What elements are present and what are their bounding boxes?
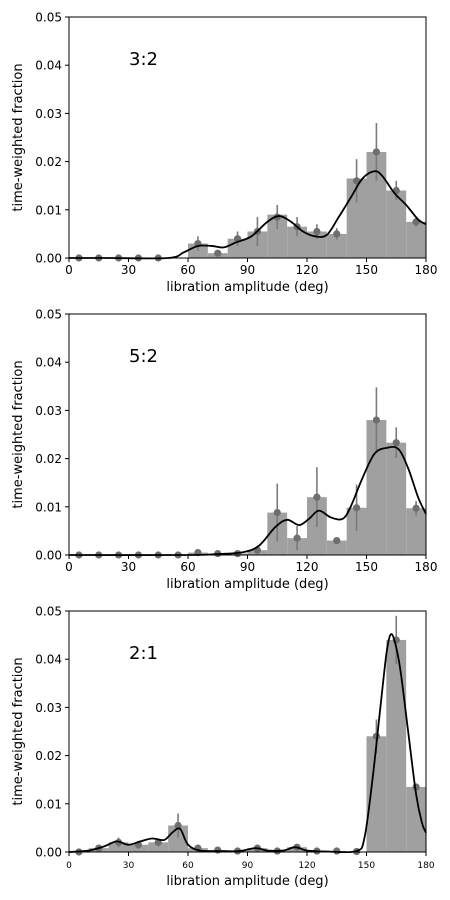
y-tick-label: 0.02 [35, 749, 62, 763]
x-axis: 0 30 60 90 120 150 180 [65, 555, 437, 574]
chart-panel-1: 0 30 60 90 120 150 180 0.00 0.01 0.02 0.03 0.04 0.05… [11, 11, 437, 296]
data-point [372, 416, 381, 424]
data-point [293, 534, 301, 542]
histogram-bar [346, 178, 367, 258]
x-tick-label: 180 [415, 560, 438, 574]
histogram-bar [386, 442, 407, 555]
density-curve [68, 633, 427, 854]
histogram-bar [326, 233, 347, 258]
data-point [352, 177, 361, 185]
y-tick-label: 0.03 [35, 701, 62, 715]
y-tick-label: 0.05 [35, 11, 62, 25]
x-axis-label: libration amplitude (deg) [166, 577, 328, 592]
histogram-bar [406, 221, 426, 258]
y-tick-label: 0.03 [35, 404, 62, 418]
data-point [392, 439, 400, 447]
y-tick-label: 0.01 [35, 203, 62, 217]
x-tick-label: 150 [355, 560, 378, 574]
data-point [352, 504, 361, 512]
y-tick-label: 0.00 [35, 252, 62, 266]
y-axis: 0.00 0.01 0.02 0.03 0.04 0.05 [35, 11, 69, 266]
x-tick-label: 0 [65, 263, 73, 277]
density-curve [68, 446, 427, 556]
data-point [333, 230, 341, 238]
y-tick-label: 0.03 [35, 107, 62, 121]
y-tick-label: 0.02 [35, 155, 62, 169]
histogram-bar [406, 508, 426, 555]
histogram-bar [386, 639, 407, 852]
data-point [412, 504, 420, 512]
histogram-bar [287, 226, 307, 258]
x-tick-label: 60 [180, 263, 195, 277]
x-tick-label: 120 [296, 263, 319, 277]
x-tick-label: 0 [66, 861, 72, 871]
x-tick-label: 30 [121, 560, 136, 574]
data-point [313, 493, 321, 501]
y-tick-label: 0.02 [35, 452, 62, 466]
data-point [333, 536, 341, 545]
data-point [174, 821, 182, 830]
data-point [214, 846, 222, 854]
histogram-bar [346, 507, 367, 555]
chart-panel-3: 0 30 60 90 120 150 180 0.00 0.01 0.02 0.03 0.04 0.05… [11, 605, 435, 890]
x-tick-label: 30 [121, 263, 136, 277]
y-tick-label: 0.05 [35, 308, 62, 322]
data-point [372, 148, 381, 156]
chart-panel-2: 0 30 60 90 120 150 180 0.00 0.01 0.02 0.03 0.04 0.05… [11, 308, 437, 593]
data-points [75, 615, 420, 856]
resonance-label: 2:1 [129, 643, 158, 664]
histogram-bar [406, 786, 426, 852]
x-tick-label: 180 [415, 263, 438, 277]
x-tick-label: 150 [355, 263, 378, 277]
resonance-label: 5:2 [129, 346, 158, 367]
x-tick-label: 60 [182, 861, 194, 871]
y-axis-label: time-weighted fraction [11, 657, 26, 805]
x-tick-label: 30 [123, 861, 135, 871]
histogram-bars [188, 420, 426, 555]
data-point [214, 249, 222, 257]
y-axis: 0.00 0.01 0.02 0.03 0.04 0.05 [35, 308, 69, 563]
y-tick-label: 0.01 [35, 797, 62, 811]
y-tick-label: 0.04 [35, 59, 62, 73]
density-curve [68, 170, 427, 260]
data-points [75, 123, 420, 262]
histogram-bar [148, 842, 169, 852]
x-axis-label: libration amplitude (deg) [166, 874, 328, 889]
histogram-bar [267, 214, 288, 258]
x-tick-label: 60 [180, 560, 195, 574]
x-tick-label: 0 [65, 560, 73, 574]
y-axis-label: time-weighted fraction [11, 63, 26, 211]
data-point [313, 227, 321, 236]
y-tick-label: 0.04 [35, 356, 62, 370]
y-tick-label: 0.00 [35, 549, 62, 563]
y-axis-label: time-weighted fraction [11, 360, 26, 508]
y-tick-label: 0.05 [35, 605, 62, 619]
x-axis: 0 30 60 90 120 150 180 [66, 852, 435, 871]
histogram-bar [366, 420, 387, 555]
x-axis-label: libration amplitude (deg) [166, 280, 328, 295]
histogram-bar [307, 231, 327, 258]
y-axis: 0.00 0.01 0.02 0.03 0.04 0.05 [35, 605, 69, 860]
x-tick-label: 120 [296, 560, 319, 574]
x-tick-label: 120 [298, 861, 315, 871]
y-tick-label: 0.01 [35, 500, 62, 514]
histogram-bar [366, 151, 387, 258]
resonance-label: 3:2 [129, 49, 158, 70]
histogram-bar [386, 190, 407, 258]
histogram-bars [188, 151, 426, 258]
histogram-bar [326, 540, 347, 555]
y-tick-label: 0.04 [35, 653, 62, 667]
x-tick-label: 90 [240, 263, 255, 277]
x-tick-label: 150 [358, 861, 375, 871]
data-point [273, 508, 281, 517]
x-tick-label: 180 [417, 861, 434, 871]
x-tick-label: 90 [242, 861, 254, 871]
histogram-bar [366, 736, 387, 852]
y-tick-label: 0.00 [35, 846, 62, 860]
x-tick-label: 90 [240, 560, 255, 574]
x-axis: 0 30 60 90 120 150 180 [65, 258, 437, 277]
